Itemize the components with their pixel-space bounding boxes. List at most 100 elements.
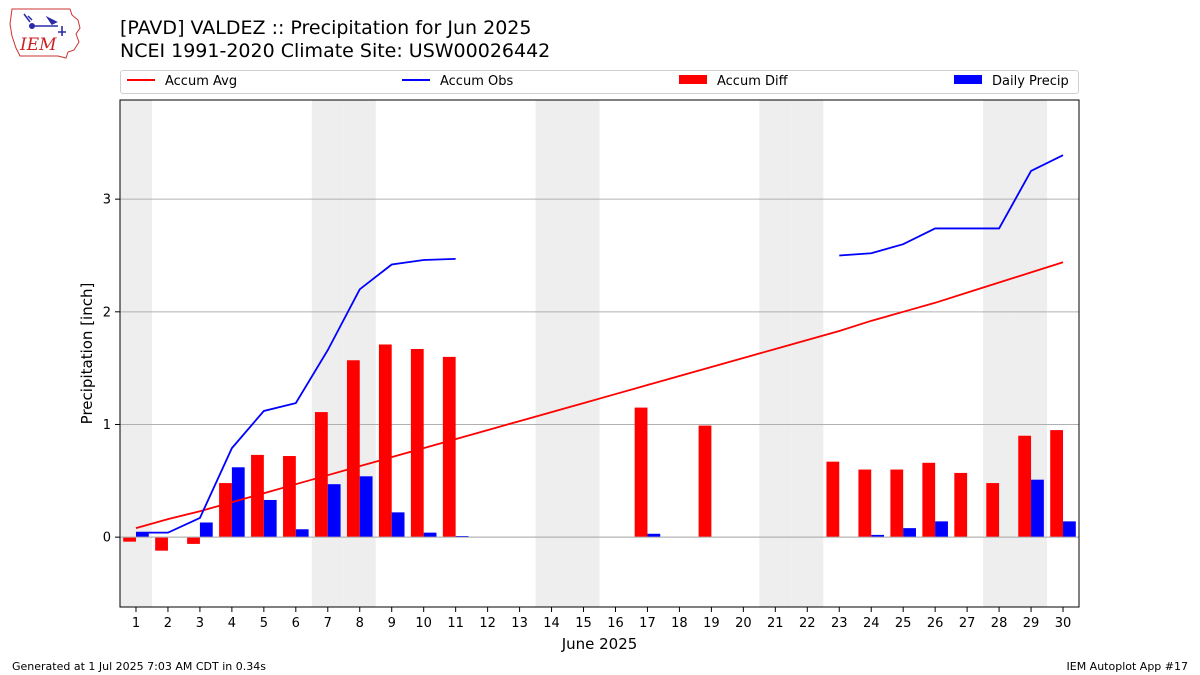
bar-accum-diff: [890, 469, 904, 538]
chart-legend: Accum Avg Accum Obs Accum Diff Daily Pre…: [120, 70, 1079, 94]
x-tick-label: 14: [543, 616, 560, 631]
bar-accum-diff: [251, 454, 264, 538]
bar-daily-precip: [327, 484, 341, 538]
bar-daily-precip: [135, 532, 149, 538]
y-tick-label: 0: [103, 531, 111, 546]
bar-daily-precip: [391, 512, 405, 538]
x-tick-label: 22: [799, 616, 816, 631]
x-tick-label: 1: [132, 616, 140, 631]
x-tick-label: 9: [388, 616, 396, 631]
x-tick-label: 13: [511, 616, 528, 631]
weekend-shade: [120, 100, 152, 607]
bar-accum-diff: [954, 472, 968, 538]
x-tick-label: 10: [415, 616, 432, 631]
x-tick-label: 4: [228, 616, 236, 631]
legend-item-accum-diff: Accum Diff: [679, 74, 788, 89]
x-tick-label: 12: [479, 616, 496, 631]
bar-accum-diff: [1018, 435, 1032, 538]
bar-accum-diff: [283, 456, 296, 538]
y-tick-label: 2: [103, 305, 111, 320]
bar-daily-precip: [1063, 521, 1076, 538]
legend-swatch-accum-obs: [402, 78, 430, 81]
x-tick-label: 23: [831, 616, 848, 631]
bar-daily-precip: [871, 534, 885, 538]
x-tick-label: 18: [671, 616, 688, 631]
bar-accum-diff: [123, 537, 136, 542]
y-tick-label: 1: [103, 418, 111, 433]
y-tick-label: 3: [103, 193, 111, 208]
y-axis-label: Precipitation [inch]: [78, 283, 96, 425]
legend-label-daily-precip: Daily Precip: [992, 74, 1069, 89]
weekend-shade: [567, 100, 600, 607]
x-tick-label: 8: [356, 616, 364, 631]
bar-accum-diff: [922, 462, 936, 538]
x-tick-label: 26: [927, 616, 944, 631]
plot-frame: [119, 99, 1080, 608]
x-tick-label: 5: [260, 616, 268, 631]
chart-subtitle: NCEI 1991-2020 Climate Site: USW00026442: [120, 40, 551, 62]
x-tick-label: 6: [292, 616, 300, 631]
bar-accum-diff: [378, 344, 392, 538]
chart-title: [PAVD] VALDEZ :: Precipitation for Jun 2…: [120, 17, 532, 39]
bar-accum-diff: [346, 360, 360, 538]
weekend-shade: [791, 100, 824, 607]
bar-daily-precip: [295, 529, 309, 538]
x-tick-label: 19: [703, 616, 720, 631]
weekend-shade: [759, 100, 792, 607]
bar-daily-precip: [423, 532, 437, 538]
x-tick-label: 3: [196, 616, 204, 631]
bar-daily-precip: [263, 499, 277, 538]
x-tick-label: 20: [735, 616, 752, 631]
x-tick-label: 17: [639, 616, 656, 631]
bar-accum-diff: [1050, 430, 1064, 538]
legend-item-daily-precip: Daily Precip: [954, 74, 1069, 89]
weekend-shade: [535, 100, 568, 607]
bar-daily-precip: [903, 528, 916, 538]
bar-accum-diff: [187, 537, 200, 544]
legend-label-accum-diff: Accum Diff: [717, 74, 788, 89]
generated-timestamp: Generated at 1 Jul 2025 7:03 AM CDT in 0…: [12, 660, 266, 673]
logo-text: IEM: [19, 35, 57, 55]
x-tick-label: 27: [959, 616, 976, 631]
x-tick-label: 21: [767, 616, 784, 631]
legend-label-accum-avg: Accum Avg: [165, 74, 238, 89]
bar-accum-diff: [219, 483, 232, 538]
bar-daily-precip: [231, 467, 245, 538]
bar-daily-precip: [935, 521, 948, 538]
legend-swatch-accum-diff: [679, 75, 707, 84]
bar-accum-diff: [442, 356, 456, 538]
legend-item-accum-obs: Accum Obs: [402, 74, 513, 89]
bar-accum-diff: [858, 469, 872, 538]
line-accum-obs: [135, 257, 456, 534]
bar-accum-diff: [410, 348, 424, 538]
line-accum-avg: [135, 261, 1064, 529]
bar-accum-diff: [826, 461, 840, 538]
bar-daily-precip: [647, 533, 661, 538]
iem-logo: IEM: [9, 8, 81, 59]
bar-accum-diff: [698, 425, 712, 538]
x-tick-label: 28: [991, 616, 1008, 631]
bar-accum-diff: [634, 407, 648, 538]
x-tick-label: 29: [1023, 616, 1040, 631]
x-tick-label: 2: [164, 616, 172, 631]
legend-item-accum-avg: Accum Avg: [127, 74, 237, 89]
x-tick-label: 30: [1055, 616, 1072, 631]
x-axis-label: June 2025: [561, 635, 638, 653]
legend-swatch-accum-avg: [127, 78, 155, 81]
bar-daily-precip: [1031, 479, 1044, 538]
x-tick-label: 11: [447, 616, 464, 631]
x-tick-label: 25: [895, 616, 912, 631]
bar-accum-diff: [155, 537, 168, 551]
x-tick-label: 24: [863, 616, 880, 631]
bar-daily-precip: [359, 476, 373, 538]
x-tick-label: 7: [324, 616, 332, 631]
line-accum-obs: [839, 154, 1064, 257]
bar-daily-precip: [199, 522, 213, 538]
x-tick-label: 15: [575, 616, 592, 631]
app-credit: IEM Autoplot App #17: [1066, 660, 1189, 673]
bar-accum-diff: [986, 483, 1000, 538]
bar-accum-diff: [314, 412, 328, 538]
legend-label-accum-obs: Accum Obs: [440, 74, 514, 89]
bar-daily-precip: [455, 536, 469, 538]
